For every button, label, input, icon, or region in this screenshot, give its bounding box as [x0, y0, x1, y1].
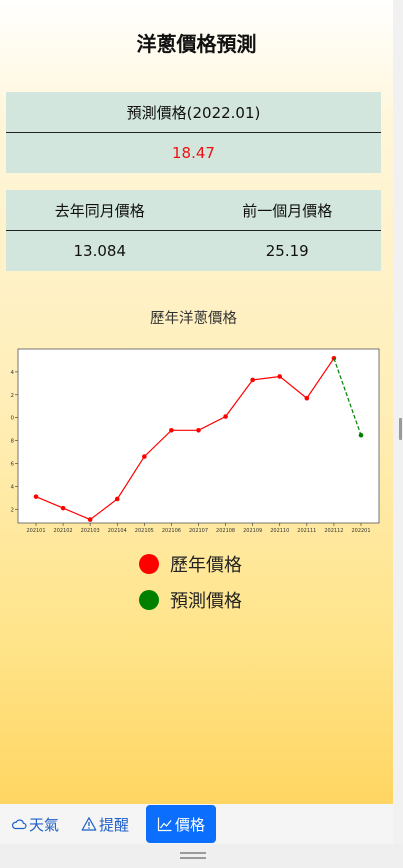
last-year-price: 13.084	[73, 242, 127, 260]
last-month-price: 25.19	[265, 242, 309, 260]
price-history-chart: 12 14 16 18 20 22 24 202101 202102 202103 202104 20…	[10, 348, 380, 534]
nav-weather-button[interactable]: 天氣	[0, 805, 70, 843]
warning-icon	[81, 817, 97, 831]
x-tick-label: 202105	[135, 528, 154, 534]
chart-line-icon	[157, 817, 172, 832]
comparison-table: 去年同月價格 前一個月價格 13.084 25.19	[6, 190, 381, 271]
x-tick-label: 202111	[297, 528, 316, 534]
legend-label-predicted: 預測價格	[170, 591, 242, 612]
legend-dot-red-icon	[139, 554, 159, 574]
predicted-price: 18.47	[172, 144, 215, 162]
data-point	[169, 427, 174, 433]
chart-title: 歷年洋蔥價格	[150, 311, 237, 327]
data-point	[87, 517, 93, 522]
y-tick-label: 16	[10, 461, 14, 467]
x-tick-label: 202201	[351, 528, 370, 534]
x-tick-label: 202107	[189, 528, 208, 534]
x-tick-label: 202112	[324, 528, 343, 534]
prediction-header-row: 預測價格(2022.01)	[6, 92, 381, 133]
prediction-table: 預測價格(2022.01) 18.47	[6, 92, 381, 173]
legend-dot-green-icon	[139, 590, 159, 610]
data-point	[277, 374, 283, 379]
data-point	[60, 505, 66, 511]
prediction-header: 預測價格(2022.01)	[126, 103, 261, 122]
prediction-value-row: 18.47	[6, 133, 381, 173]
x-tick-label: 202102	[54, 528, 73, 534]
window-bottom-bar	[0, 844, 403, 868]
scrollbar-track[interactable]	[393, 0, 403, 844]
series-line-1	[333, 358, 362, 436]
nav-alert-button[interactable]: 提醒	[70, 805, 140, 843]
last-year-header: 去年同月價格	[54, 201, 145, 220]
nav-price-button[interactable]: 價格	[146, 805, 217, 843]
plot-area	[17, 348, 380, 524]
data-point	[358, 432, 364, 438]
x-tick-label: 202104	[108, 528, 127, 534]
data-point	[114, 496, 120, 502]
legend-item-history: 歷年價格	[139, 551, 242, 577]
resize-grip-line	[180, 857, 206, 859]
data-point	[223, 414, 228, 419]
x-tick-label: 202103	[81, 528, 100, 534]
x-tick-label: 202106	[162, 528, 181, 534]
x-tick-label: 202110	[270, 528, 289, 534]
comparison-header-row: 去年同月價格 前一個月價格	[6, 190, 381, 231]
app-screen: 洋蔥價格預測 預測價格(2022.01) 18.47 去年同月價格 前一個月價格…	[0, 0, 393, 868]
scrollbar-thumb[interactable]	[399, 418, 402, 440]
data-point	[196, 427, 201, 433]
nav-alert-label: 提醒	[99, 815, 130, 834]
legend-item-predicted: 預測價格	[139, 587, 242, 613]
comparison-value-row: 13.084 25.19	[6, 231, 381, 271]
y-tick-label: 22	[10, 393, 14, 399]
data-point	[250, 377, 255, 383]
x-tick-label: 202108	[216, 528, 235, 534]
bottom-nav: 天氣 提醒 價格	[0, 804, 393, 844]
y-tick-label: 18	[10, 439, 14, 445]
last-month-header: 前一個月價格	[242, 201, 333, 220]
nav-price-label: 價格	[175, 815, 206, 834]
resize-grip-icon[interactable]	[180, 852, 206, 854]
page-title: 洋蔥價格預測	[136, 32, 257, 56]
x-tick-label: 202101	[26, 528, 45, 534]
data-point	[33, 494, 39, 499]
cloud-icon	[11, 819, 27, 830]
y-tick-label: 24	[10, 370, 14, 376]
data-point	[304, 395, 310, 401]
nav-weather-label: 天氣	[29, 815, 60, 834]
y-tick-label: 20	[10, 416, 14, 422]
legend-label-history: 歷年價格	[170, 555, 242, 576]
data-point	[142, 454, 147, 459]
y-tick-label: 14	[10, 484, 14, 490]
series-line-0	[35, 357, 335, 521]
data-point	[331, 355, 337, 361]
x-tick-label: 202109	[243, 528, 262, 534]
y-tick-label: 12	[10, 507, 14, 513]
